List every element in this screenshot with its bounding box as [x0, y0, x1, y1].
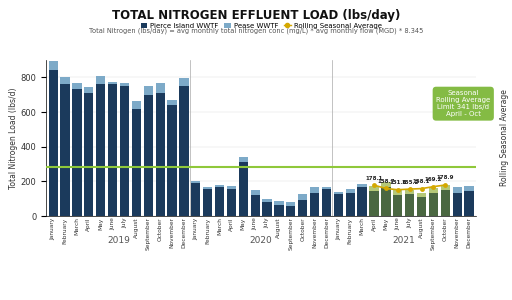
Bar [60, 84, 70, 216]
Bar [179, 86, 188, 216]
Bar [250, 190, 260, 195]
Bar [156, 93, 165, 216]
Bar [286, 206, 295, 216]
Bar [250, 195, 260, 216]
Bar [298, 200, 307, 216]
Text: 158.1: 158.1 [413, 179, 430, 184]
Bar [441, 185, 450, 190]
Text: 155.2: 155.2 [401, 179, 418, 184]
Bar [179, 78, 188, 86]
Text: 178.9: 178.9 [437, 176, 454, 180]
Bar [239, 157, 248, 162]
Bar [156, 83, 165, 93]
Bar [120, 86, 129, 216]
Bar [405, 190, 414, 194]
Bar [369, 186, 378, 191]
Bar [334, 194, 343, 216]
Bar [346, 189, 355, 193]
Bar [263, 202, 272, 216]
Bar [227, 186, 236, 189]
Text: 178.1: 178.1 [365, 176, 382, 181]
Text: 151.6: 151.6 [389, 180, 407, 185]
Bar [167, 105, 177, 216]
Bar [298, 194, 307, 200]
Bar [274, 205, 284, 216]
Text: 2020: 2020 [250, 236, 272, 245]
Bar [453, 193, 462, 216]
Bar [453, 188, 462, 193]
Bar [96, 84, 105, 216]
Bar [96, 76, 105, 84]
Bar [167, 100, 177, 105]
Bar [144, 86, 153, 95]
Bar [191, 183, 200, 216]
Bar [417, 193, 426, 197]
Text: 2021: 2021 [392, 236, 415, 245]
Bar [322, 189, 331, 216]
Bar [108, 82, 117, 84]
Bar [132, 101, 141, 109]
Bar [72, 89, 81, 216]
Bar [108, 84, 117, 216]
Bar [417, 193, 426, 216]
Bar [381, 182, 391, 188]
Bar [84, 87, 94, 93]
Bar [429, 194, 438, 216]
Bar [144, 95, 153, 216]
Text: 158.7: 158.7 [377, 179, 395, 184]
Bar [120, 82, 129, 86]
Bar [393, 190, 402, 216]
Bar [322, 188, 331, 189]
Bar [132, 109, 141, 216]
Bar [441, 190, 450, 216]
Bar [429, 188, 438, 194]
Bar [405, 190, 414, 216]
Bar [239, 162, 248, 216]
Text: Total Nitrogen (lbs/day) = avg monthly total nitrogen conc (mg/L) * avg monthly : Total Nitrogen (lbs/day) = avg monthly t… [89, 27, 423, 34]
Bar [405, 194, 414, 216]
Bar [441, 185, 450, 216]
Bar [393, 195, 402, 216]
Text: Seasonal
Rolling Average
Limit 341 lbs/d
April - Oct: Seasonal Rolling Average Limit 341 lbs/d… [436, 90, 490, 117]
Y-axis label: Total Nitrogen Load (lbs/d): Total Nitrogen Load (lbs/d) [9, 87, 18, 189]
Bar [215, 187, 224, 216]
Legend: Pierce Island WWTF, Pease WWTF, Rolling Seasonal Average: Pierce Island WWTF, Pease WWTF, Rolling … [138, 20, 385, 31]
Bar [357, 184, 367, 188]
Bar [191, 181, 200, 183]
Bar [203, 189, 212, 216]
Bar [381, 188, 391, 216]
Bar [464, 191, 474, 216]
Bar [369, 186, 378, 216]
Bar [84, 93, 94, 216]
Bar [203, 188, 212, 189]
Bar [274, 201, 284, 205]
Text: 169.2: 169.2 [424, 177, 442, 182]
Bar [310, 188, 319, 194]
Bar [381, 182, 391, 216]
Bar [429, 188, 438, 216]
Bar [346, 193, 355, 216]
Bar [263, 199, 272, 202]
Text: Rolling Seasonal Average: Rolling Seasonal Average [500, 90, 509, 186]
Bar [464, 186, 474, 191]
Bar [286, 202, 295, 206]
Bar [369, 191, 378, 216]
Text: 2019: 2019 [107, 236, 130, 245]
Bar [334, 192, 343, 194]
Bar [227, 189, 236, 216]
Bar [393, 190, 402, 195]
Bar [60, 77, 70, 84]
Bar [310, 194, 319, 216]
Bar [215, 185, 224, 187]
Bar [72, 83, 81, 89]
Bar [49, 70, 58, 216]
Bar [49, 61, 58, 70]
Text: TOTAL NITROGEN EFFLUENT LOAD (lbs/day): TOTAL NITROGEN EFFLUENT LOAD (lbs/day) [112, 9, 400, 22]
Bar [417, 197, 426, 216]
Bar [357, 188, 367, 216]
